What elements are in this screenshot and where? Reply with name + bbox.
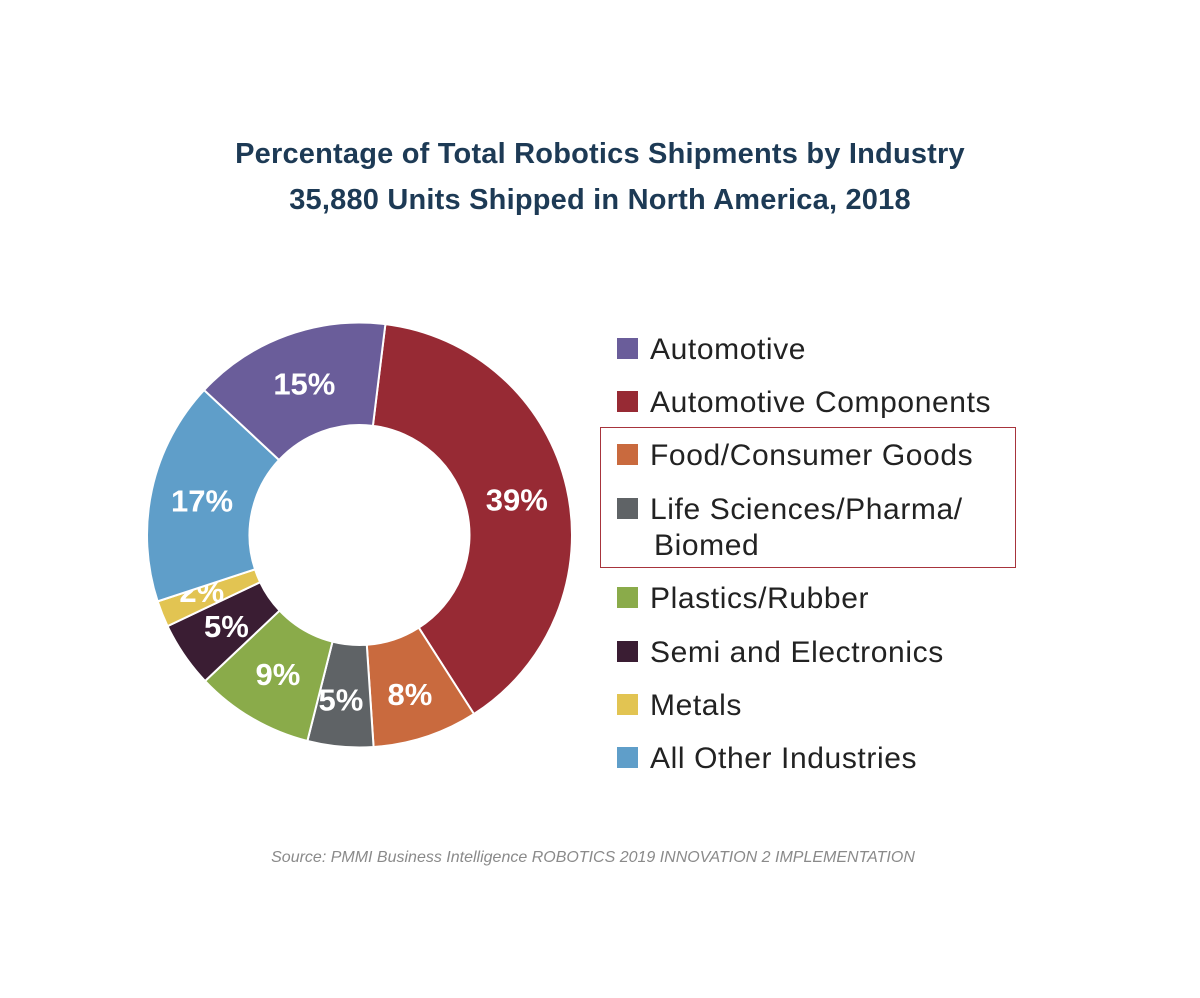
slice-automotive-components [371,322,573,716]
slice-label: 5% [204,609,249,644]
legend-item: Life Sciences/Pharma/Biomed [617,492,963,564]
legend-swatch [617,391,638,412]
legend-item: Food/Consumer Goods [617,438,973,474]
legend-item: Semi and Electronics [617,635,944,671]
legend-item: Metals [617,688,742,724]
legend-item: Plastics/Rubber [617,581,869,617]
legend-label: Plastics/Rubber [650,582,870,615]
source-note: Source: PMMI Business Intelligence ROBOT… [271,849,915,866]
legend-label: Automotive [650,333,807,366]
slice-label: 5% [318,683,363,718]
slice-label: 15% [273,366,335,401]
legend-swatch [617,694,638,715]
slice-all-other-industries [146,388,281,603]
legend-swatch [617,444,638,465]
legend-item: All Other Industries [617,741,917,777]
legend-highlight-box [600,427,1016,568]
legend-item: Automotive [617,332,806,368]
chart-title: Percentage of Total Robotics Shipments b… [235,138,965,170]
slice-label: 17% [171,483,233,518]
legend-label: Metals [650,689,742,722]
legend-label: Food/Consumer Goods [650,439,974,472]
legend-swatch [617,747,638,768]
legend-label: Semi and Electronics [650,636,944,669]
legend-swatch [617,587,638,608]
legend-swatch [617,338,638,359]
legend-swatch [617,641,638,662]
legend-label: All Other Industries [650,742,918,775]
chart-subtitle: 35,880 Units Shipped in North America, 2… [289,184,911,216]
legend-label: Life Sciences/Pharma/Biomed [650,493,963,562]
slice-label: 8% [387,677,432,712]
legend-item: Automotive Components [617,385,991,421]
slice-label: 9% [255,657,300,692]
legend-label: Automotive Components [650,386,992,419]
slice-automotive [202,321,387,462]
legend-swatch [617,498,638,519]
slice-label: 39% [486,482,548,517]
